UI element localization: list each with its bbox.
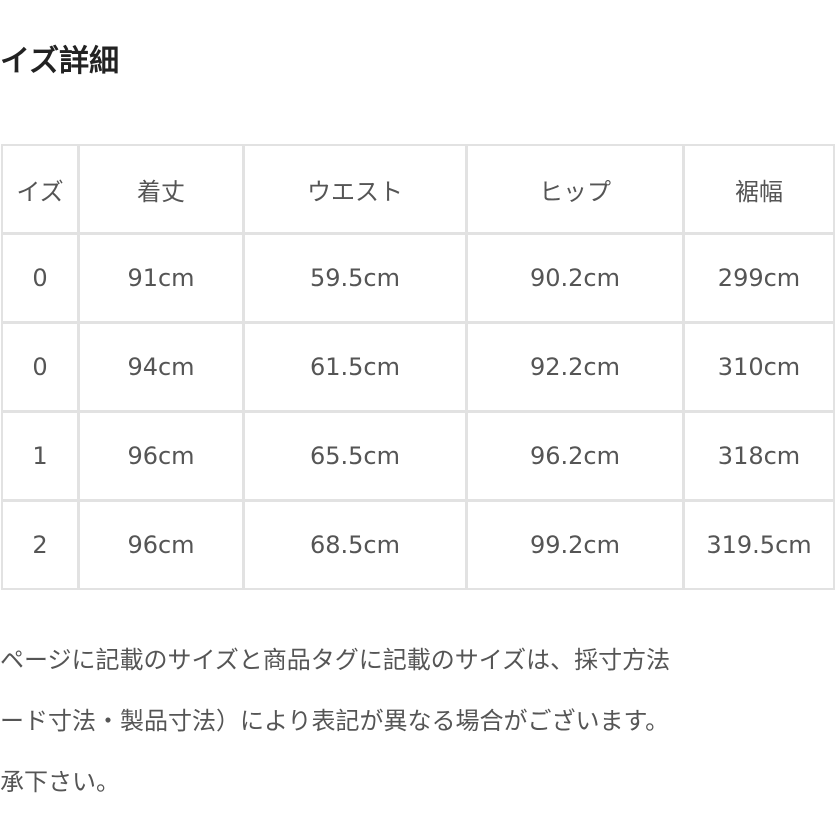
cell: 310cm <box>683 322 835 412</box>
cell: 96cm <box>78 500 244 590</box>
header-hip: ヒップ <box>466 144 684 234</box>
table-row: 0 91cm 59.5cm 90.2cm 299cm <box>1 233 835 323</box>
header-waist: ウエスト <box>243 144 467 234</box>
header-length: 着丈 <box>78 144 244 234</box>
table-row: 2 96cm 68.5cm 99.2cm 319.5cm <box>1 500 835 590</box>
cell: 96cm <box>78 411 244 501</box>
table-row: 0 94cm 61.5cm 92.2cm 310cm <box>1 322 835 412</box>
cell: 61.5cm <box>243 322 467 412</box>
note-line-1: ページに記載のサイズと商品タグに記載のサイズは、採寸方法 <box>0 646 671 674</box>
cell: 99.2cm <box>466 500 684 590</box>
note-line-2: ード寸法・製品寸法）により表記が異なる場合がございます。 <box>0 707 670 735</box>
header-size: イズ <box>1 144 79 234</box>
cell: 59.5cm <box>243 233 467 323</box>
cell: 96.2cm <box>466 411 684 501</box>
cell: 318cm <box>683 411 835 501</box>
cell: 68.5cm <box>243 500 467 590</box>
cell: 94cm <box>78 322 244 412</box>
cell: 0 <box>1 322 79 412</box>
cell: 90.2cm <box>466 233 684 323</box>
cell: 299cm <box>683 233 835 323</box>
cell: 92.2cm <box>466 322 684 412</box>
cell: 91cm <box>78 233 244 323</box>
header-hem-width: 裾幅 <box>683 144 835 234</box>
size-table: イズ 着丈 ウエスト ヒップ 裾幅 0 91cm 59.5cm 90.2cm 2… <box>0 143 836 591</box>
note-line-3: 承下さい。 <box>0 768 120 796</box>
table-header-row: イズ 着丈 ウエスト ヒップ 裾幅 <box>1 144 835 234</box>
cell: 1 <box>1 411 79 501</box>
cell: 65.5cm <box>243 411 467 501</box>
table-row: 1 96cm 65.5cm 96.2cm 318cm <box>1 411 835 501</box>
cell: 319.5cm <box>683 500 835 590</box>
cell: 2 <box>1 500 79 590</box>
page-title: イズ詳細 <box>0 44 120 79</box>
cell: 0 <box>1 233 79 323</box>
